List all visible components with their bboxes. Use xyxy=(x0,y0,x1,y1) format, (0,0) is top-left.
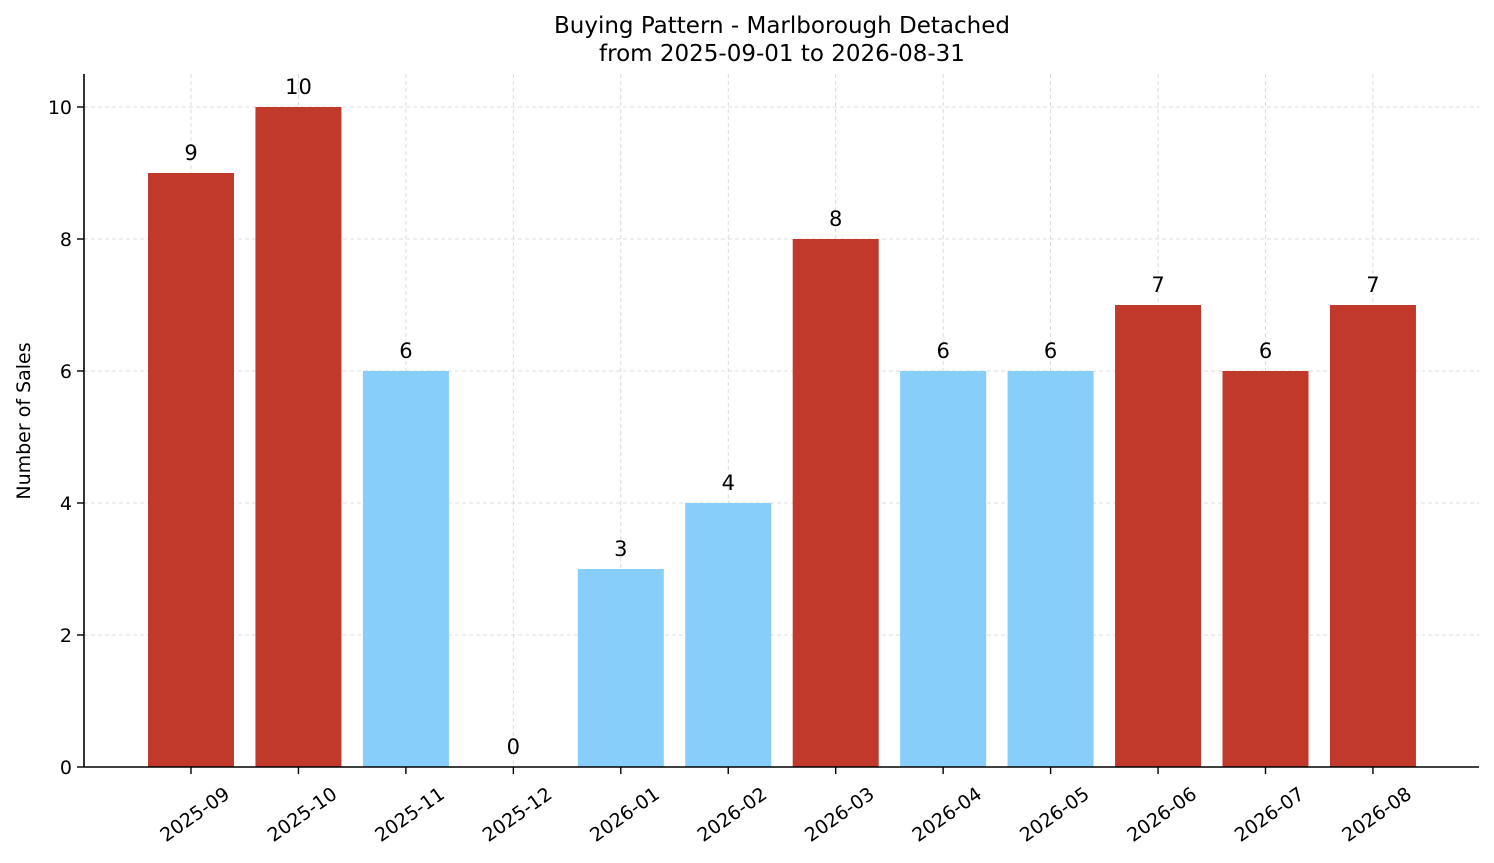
bar xyxy=(362,371,449,767)
x-tick-label: 2025-11 xyxy=(371,783,449,847)
x-tick-label: 2026-04 xyxy=(908,783,986,847)
bar xyxy=(900,371,987,767)
bar xyxy=(792,239,879,767)
chart-title: Buying Pattern - Marlborough Detached xyxy=(554,13,1010,39)
y-tick-label: 2 xyxy=(60,625,72,647)
data-label: 4 xyxy=(722,471,735,495)
data-label: 6 xyxy=(936,339,949,363)
chart-subtitle: from 2025-09-01 to 2026-08-31 xyxy=(599,41,965,67)
y-axis-label: Number of Sales xyxy=(13,342,35,499)
data-label: 6 xyxy=(399,339,412,363)
x-tick-label: 2026-08 xyxy=(1338,783,1416,847)
x-tick-label: 2026-05 xyxy=(1016,783,1094,847)
bar xyxy=(1007,371,1094,767)
bars-layer xyxy=(148,107,1416,767)
data-label: 10 xyxy=(285,75,312,99)
x-tick-label: 2026-07 xyxy=(1231,783,1309,847)
x-tick-label: 2026-03 xyxy=(801,783,879,847)
data-label: 0 xyxy=(507,735,520,759)
bar xyxy=(1222,371,1309,767)
x-tick-label: 2026-06 xyxy=(1123,783,1201,847)
data-label: 9 xyxy=(184,141,197,165)
x-tick-label: 2025-10 xyxy=(264,783,342,847)
x-tick-label: 2025-12 xyxy=(479,783,557,847)
data-labels-layer: 9 10 6 0 3 4 8 6 6 7 6 7 xyxy=(184,75,1379,759)
y-tick-label: 6 xyxy=(60,361,72,383)
x-tick-label: 2026-02 xyxy=(693,783,771,847)
data-label: 6 xyxy=(1259,339,1272,363)
y-tick-label: 0 xyxy=(60,757,72,779)
bar xyxy=(577,569,664,767)
y-tick-label: 4 xyxy=(60,493,72,515)
data-label: 8 xyxy=(829,207,842,231)
data-label: 7 xyxy=(1151,273,1164,297)
data-label: 6 xyxy=(1044,339,1057,363)
bar xyxy=(1115,305,1202,767)
x-tick-label: 2026-01 xyxy=(586,783,664,847)
y-tick-label: 10 xyxy=(48,97,72,119)
bar xyxy=(148,173,234,767)
y-tick-label: 8 xyxy=(60,229,72,251)
bar xyxy=(685,503,772,767)
bar xyxy=(1329,305,1416,767)
x-tick-label: 2025-09 xyxy=(156,783,234,847)
bar xyxy=(255,107,342,767)
data-label: 7 xyxy=(1366,273,1379,297)
data-label: 3 xyxy=(614,537,627,561)
